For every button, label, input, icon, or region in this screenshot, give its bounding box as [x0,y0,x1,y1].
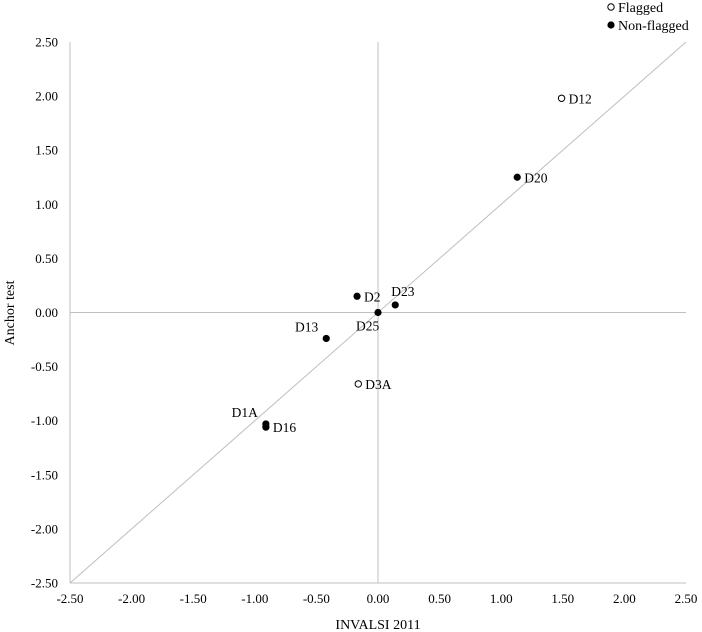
y-tick-label: 0.50 [35,251,58,266]
x-tick-label: 2.00 [613,591,636,606]
x-tick-label: -1.00 [241,591,268,606]
x-tick-label: 0.50 [428,591,451,606]
y-tick-label: -0.50 [31,359,58,374]
data-point-d23 [391,301,399,309]
data-points: D12 D3A D20 D2 D23 D25 D13 D1A D16 [232,91,592,435]
point-label-d16: D16 [273,420,296,435]
data-point-d25 [374,308,382,317]
point-label-d23: D23 [391,284,414,299]
y-tick-label: 0.00 [35,305,58,320]
legend-marker-non-flagged [607,21,615,29]
x-tick-label: -2.00 [118,591,145,606]
y-axis-title: Anchor test [3,280,18,345]
x-tick-label: 1.00 [490,591,513,606]
x-tick-label: 2.50 [675,591,698,606]
legend-label-flagged: Flagged [618,1,663,16]
data-point-d2 [353,292,361,300]
data-point-d20 [513,173,521,181]
data-point-d3a [354,380,362,388]
tick-labels: -2.50 -2.00 -1.50 -1.00 -0.50 0.00 0.50 1.00 1.5… [31,35,697,607]
x-axis-title: INVALSI 2011 [335,618,420,632]
point-label-d13: D13 [295,319,318,334]
y-tick-label: 2.50 [35,35,58,50]
x-tick-label: 1.50 [551,591,574,606]
x-tick-label: -1.50 [180,591,207,606]
point-label-d1a: D1A [232,405,258,420]
x-tick-label: -0.50 [303,591,330,606]
point-label-d2: D2 [364,289,381,304]
x-tick-label: 0.00 [367,591,390,606]
y-tick-label: 2.00 [35,89,58,104]
data-point-d12 [557,94,566,102]
y-tick-label: 1.50 [35,143,58,158]
legend: Flagged Non-flagged [607,1,689,34]
y-tick-label: -2.00 [31,521,58,536]
point-label-d12: D12 [569,91,592,106]
y-tick-label: -2.50 [31,576,58,591]
y-tick-label: 1.00 [35,197,58,212]
legend-label-non-flagged: Non-flagged [618,19,689,34]
data-point-d16 [262,423,270,431]
y-tick-label: -1.00 [31,413,58,428]
x-tick-label: -2.50 [56,591,83,606]
data-point-d13 [322,334,330,343]
point-label-d20: D20 [524,170,547,185]
legend-marker-flagged [607,3,615,11]
y-tick-label: -1.50 [31,467,58,482]
point-label-d25: D25 [356,319,379,334]
point-label-d3a: D3A [365,377,391,392]
